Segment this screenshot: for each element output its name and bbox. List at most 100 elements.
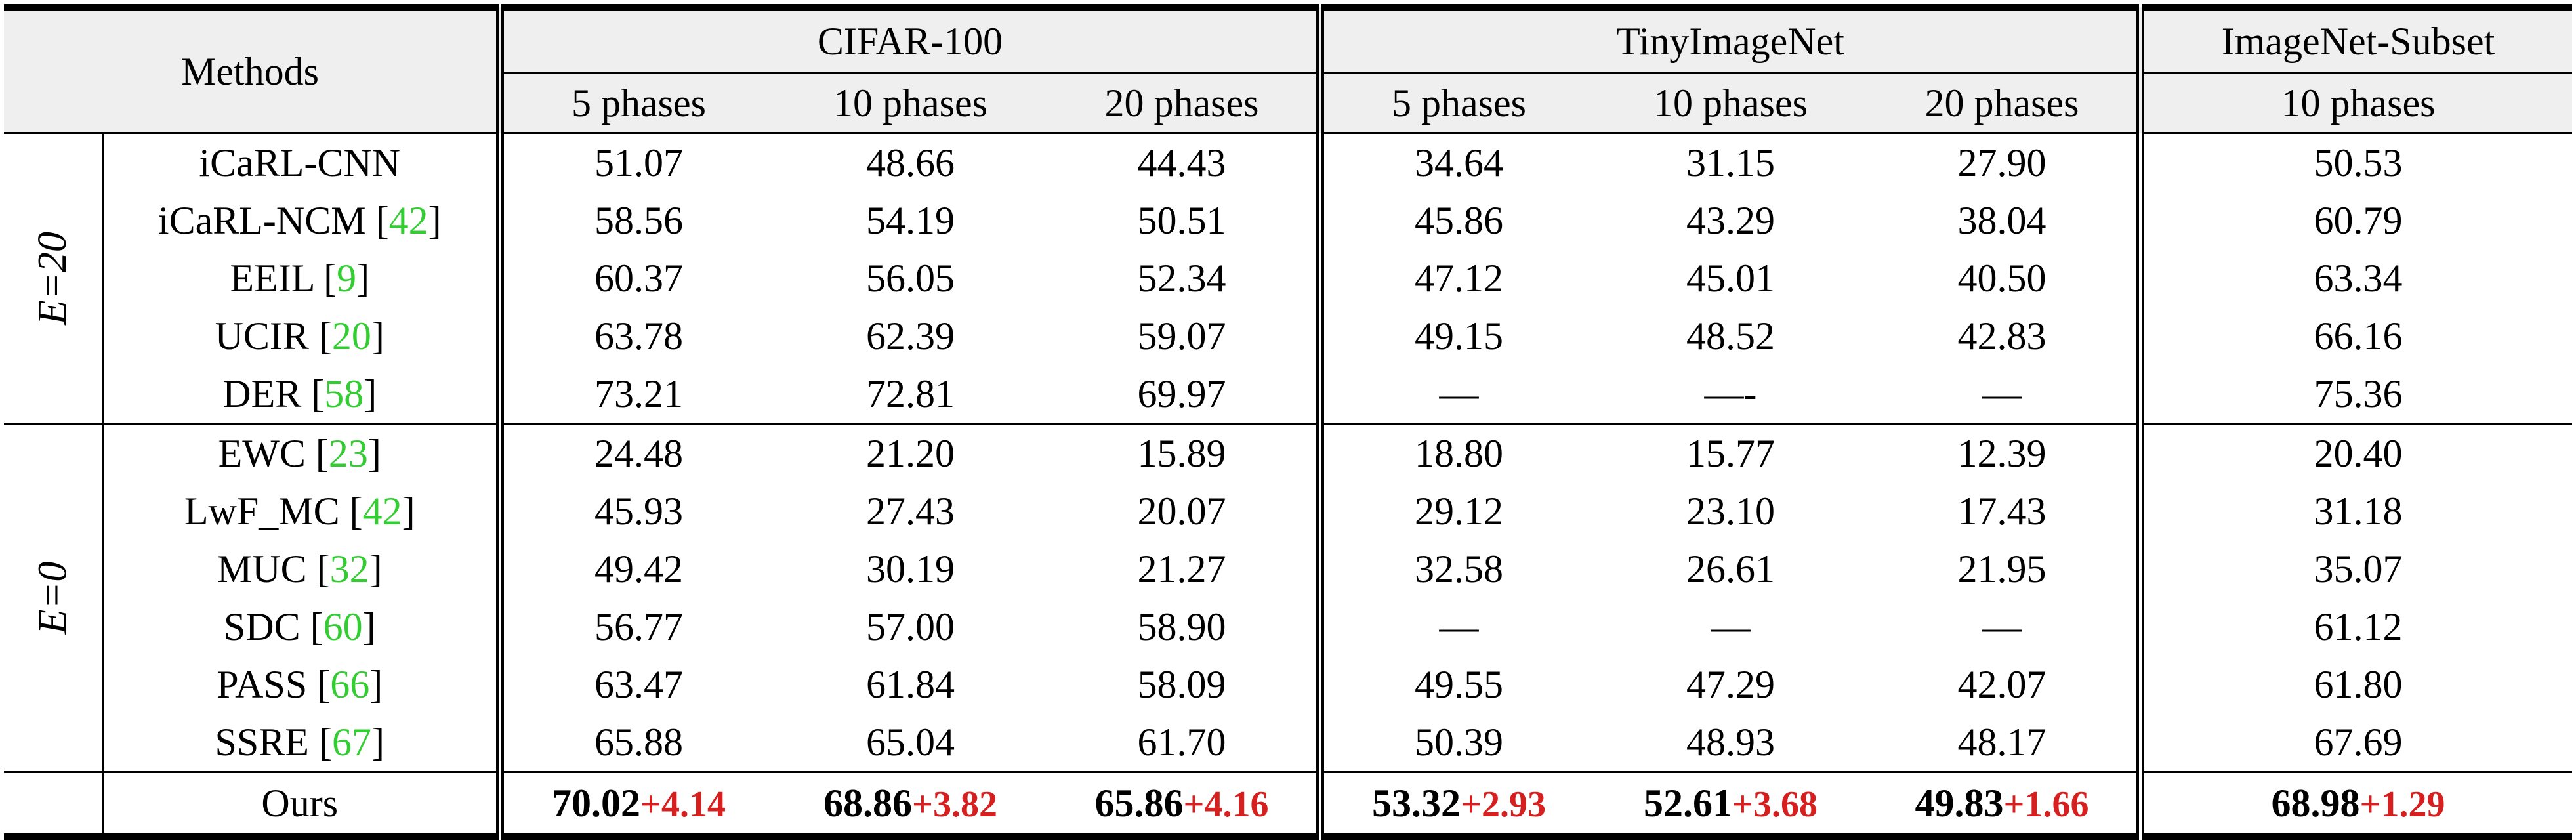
value-cell: 65.88 [496,713,774,772]
citation-link[interactable]: 9 [337,257,357,300]
method-name: EWC [218,432,306,475]
best-value: 52.61 [1644,782,1733,825]
table-row: SSRE [67] 65.88 65.04 61.70 50.39 48.93 48.17 6… [4,713,2573,772]
value-cell: 20.07 [1137,490,1226,533]
citation-link[interactable]: 60 [323,605,363,648]
method-cell: SSRE [67] [101,713,500,772]
method-cell: UCIR [20] [101,307,500,365]
method-cell: DER [58] [101,365,500,424]
method-name: MUC [217,547,307,591]
value-cell: 49.42 [496,540,774,598]
best-value: 49.83 [1915,782,2004,825]
value-cell: 65.04 [866,721,955,764]
value-cell: — [1316,365,1594,424]
value-cell: 75.36 [2136,365,2573,424]
value-cell: 54.19 [866,199,955,242]
value-cell: 59.07 [1137,314,1226,358]
phase-header: 20 phases [1867,72,2141,133]
table-row: SDC [60] 56.77 57.00 58.90 — — — 61.12 [4,598,2573,656]
gain-value: +4.14 [640,784,726,825]
value-cell: 48.66 [774,132,1047,192]
value-cell: 34.64 [1316,132,1594,192]
value-cell: 51.07 [496,132,774,192]
citation-link[interactable]: 23 [328,432,368,475]
value-cell: 50.51 [1137,199,1226,242]
value-cell: 67.69 [2136,713,2573,772]
value-cell: 49.55 [1316,656,1594,713]
table-row: LwF_MC [42] 45.93 27.43 20.07 29.12 23.10 17.4… [4,482,2573,540]
empty-group-cell [4,771,102,840]
value-cell: 48.52 [1686,314,1776,358]
best-value: 68.86 [823,782,913,825]
citation-link[interactable]: 66 [330,663,370,706]
value-cell: 45.93 [496,482,774,540]
citation-link[interactable]: 67 [331,721,371,764]
value-cell: 61.70 [1137,721,1226,764]
value-cell: 23.10 [1686,490,1776,533]
value-cell: 29.12 [1316,482,1594,540]
value-cell: 20.40 [2136,423,2573,482]
value-cell: 48.93 [1686,721,1776,764]
gain-value: +1.66 [2003,784,2089,825]
table-row: E=0 EWC [23] 24.48 21.20 15.89 18.80 15.77 12.3… [4,423,2573,772]
table-row: UCIR [20] 63.78 62.39 59.07 49.15 48.52 42.83 6… [4,307,2573,365]
phase-header: 5 phases [1316,72,1594,133]
value-cell: 58.56 [496,192,774,249]
value-cell: 42.07 [1957,663,2046,706]
group-label: E=20 [4,132,102,424]
value-cell: 60.79 [2136,192,2573,249]
value-cell: 47.12 [1316,249,1594,307]
method-cell: iCaRL-CNN [101,132,500,192]
value-cell: 15.77 [1594,423,1868,482]
value-cell: 32.58 [1316,540,1594,598]
citation-link[interactable]: 32 [329,547,369,591]
method-name: LwF_MC [184,490,340,533]
citation-link[interactable]: 42 [388,199,428,242]
phase-header: 10 phases [1594,72,1868,133]
value-cell: 62.39 [866,314,955,358]
citation-link[interactable]: 42 [362,490,402,533]
value-cell: 35.07 [2136,540,2573,598]
method-name-ours: Ours [101,771,500,840]
best-value: 68.98 [2271,782,2360,825]
value-cell: — [1711,605,1751,648]
ours-row: Ours 70.02+4.14 68.86+3.82 65.86+4.16 53.32+… [4,771,2573,840]
value-cell: — [1316,598,1594,656]
citation-link[interactable]: 58 [324,372,364,415]
group-label-text: E=0 [30,561,75,635]
value-cell: 24.48 [496,423,774,482]
phase-header: 5 phases [496,72,774,133]
best-value: 70.02 [552,782,641,825]
gain-value: +4.16 [1183,784,1269,825]
ours-value-cell: 49.83+1.66 [1867,771,2141,840]
value-cell: 50.53 [2136,132,2573,192]
value-cell: 58.09 [1137,663,1226,706]
dataset-header-tinyimagenet: TinyImageNet [1316,4,2141,74]
method-cell: LwF_MC [42] [101,482,500,540]
value-cell: 21.27 [1137,547,1226,591]
method-name: SSRE [215,721,309,764]
method-name: EEIL [230,257,314,300]
value-cell: 47.29 [1686,663,1776,706]
dataset-header-cifar100: CIFAR-100 [495,4,1321,74]
group-label: E=0 [4,423,102,772]
value-cell: 27.90 [1867,132,2141,192]
value-cell: 52.34 [1137,257,1226,300]
method-name: SDC [223,605,301,648]
value-cell: 38.04 [1957,199,2046,242]
phase-header: 10 phases [2136,72,2573,133]
value-cell: 56.05 [866,257,955,300]
value-cell: 57.00 [866,605,955,648]
value-cell: 42.83 [1957,314,2046,358]
method-cell: MUC [32] [101,540,500,598]
method-cell: PASS [66] [101,656,500,713]
value-cell: 48.17 [1957,721,2046,764]
table-row: iCaRL-NCM [42] 58.56 54.19 50.51 45.86 43.29 3… [4,192,2573,249]
phase-header: 20 phases [1047,72,1321,133]
value-cell: 61.12 [2136,598,2573,656]
value-cell: 60.37 [496,249,774,307]
citation-link[interactable]: 20 [331,314,371,358]
best-value: 53.32 [1372,782,1461,825]
gain-value: +3.68 [1732,784,1818,825]
ours-value-cell: 70.02+4.14 [496,771,774,840]
